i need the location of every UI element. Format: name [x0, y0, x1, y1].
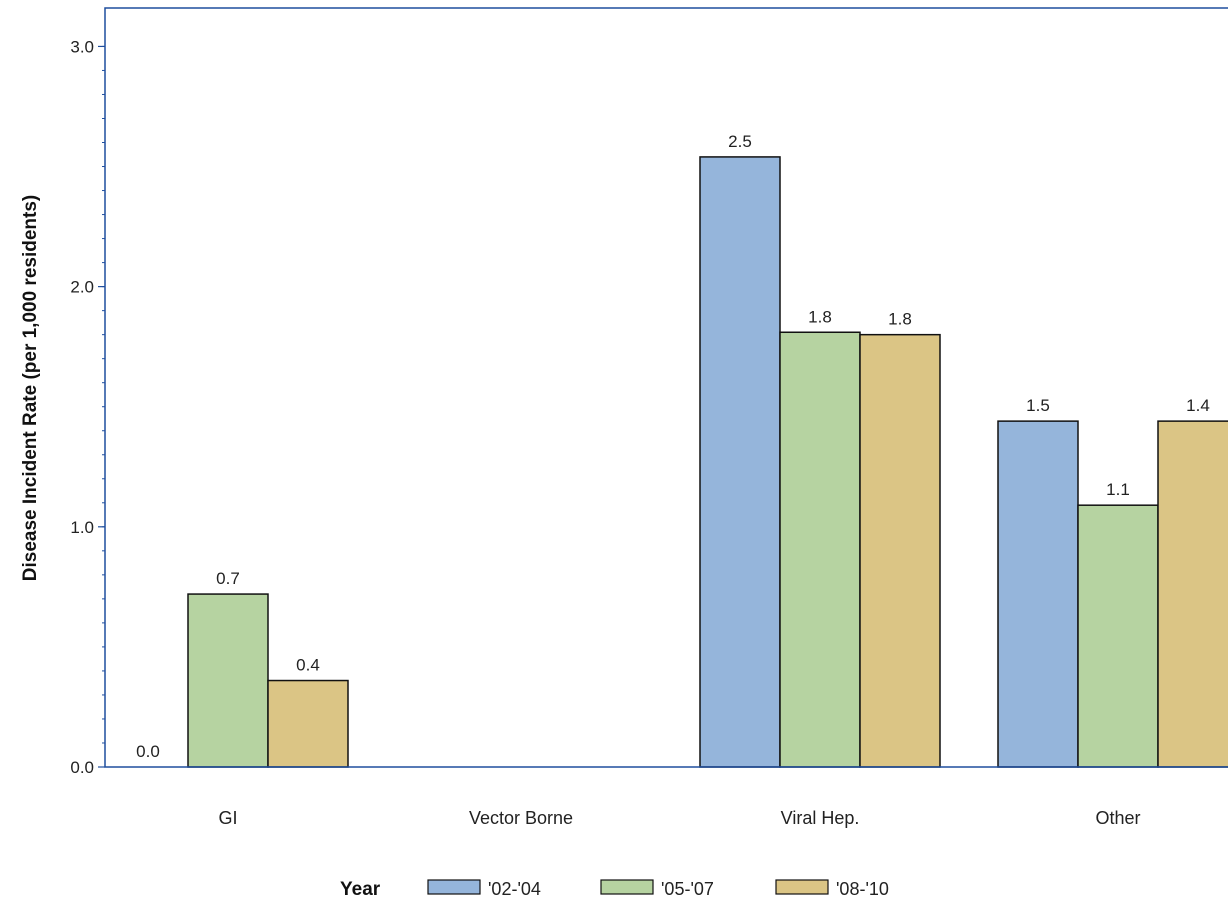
legend-item-label: '05-'07 — [661, 879, 714, 899]
data-label: 1.8 — [888, 310, 912, 329]
y-axis-title: Disease Incident Rate (per 1,000 residen… — [20, 195, 41, 582]
bar — [699, 156, 781, 768]
data-label: 2.5 — [728, 132, 752, 151]
y-tick-label: 1.0 — [70, 518, 94, 537]
data-label: 0.0 — [136, 742, 160, 761]
legend-swatch — [600, 879, 654, 895]
bar — [1157, 420, 1228, 768]
data-label: 1.1 — [1106, 480, 1130, 499]
legend-swatch — [427, 879, 481, 895]
legend-item-label: '02-'04 — [488, 879, 541, 899]
legend-title: Year — [340, 879, 381, 900]
bar — [267, 679, 349, 768]
data-label: 0.4 — [296, 656, 320, 675]
data-label: 1.5 — [1026, 396, 1050, 415]
legend: Year '02-'04 '05-'07 '08-'10 — [340, 879, 889, 900]
data-label: 0.7 — [216, 569, 240, 588]
y-tick-label: 0.0 — [70, 758, 94, 777]
x-category-label: GI — [218, 808, 237, 828]
bar — [859, 333, 941, 768]
x-category-label: Vector Borne — [469, 808, 573, 828]
data-label: 1.4 — [1186, 396, 1210, 415]
data-label: 1.8 — [808, 307, 832, 326]
legend-item-label: '08-'10 — [836, 879, 889, 899]
bar — [997, 420, 1079, 768]
bar — [779, 331, 861, 768]
plot-frame — [104, 7, 1228, 768]
bar — [187, 593, 269, 768]
y-tick-label: 3.0 — [70, 37, 94, 56]
bar — [1077, 504, 1159, 768]
legend-swatch — [775, 879, 829, 895]
x-category-label: Other — [1095, 808, 1140, 828]
y-tick-label: 2.0 — [70, 278, 94, 297]
x-category-label: Viral Hep. — [781, 808, 860, 828]
